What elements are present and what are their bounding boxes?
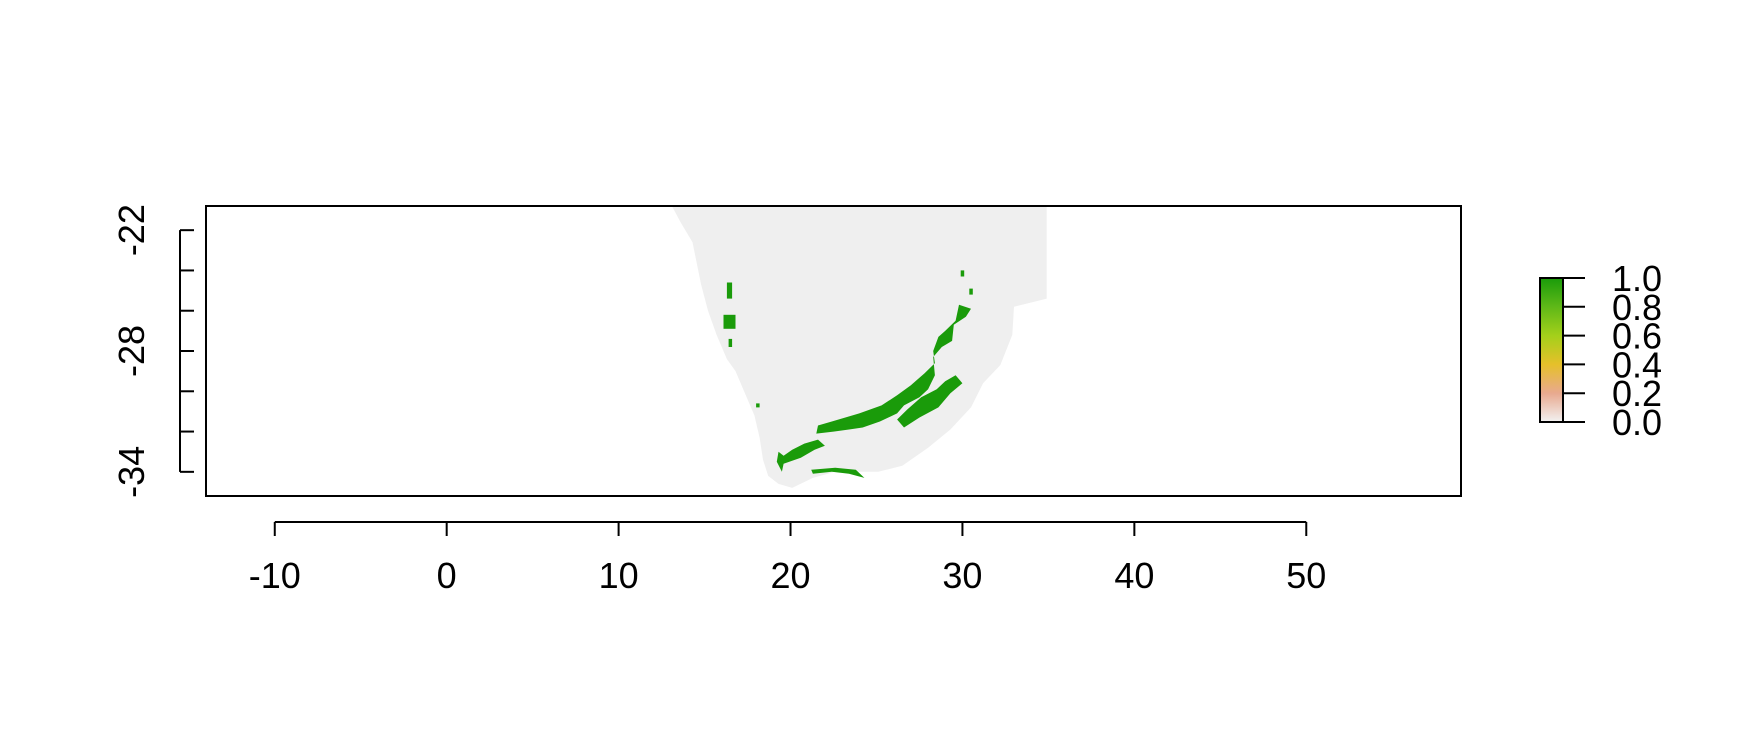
- x-tick-label: 30: [942, 555, 982, 596]
- presence-patch-9: [960, 270, 965, 277]
- plot-frame: [205, 205, 1462, 497]
- y-tick-label: -22: [111, 204, 152, 256]
- legend-tick-label: 0.6: [1612, 316, 1662, 357]
- legend-ticks: 0.00.20.40.60.81.0: [1563, 258, 1662, 443]
- presence-patch-4: [811, 467, 865, 478]
- presence-patch-1: [816, 304, 971, 434]
- land-mask: [671, 206, 1047, 488]
- x-tick-label: 40: [1114, 555, 1154, 596]
- presence-patch-2: [897, 375, 963, 428]
- y-axis: -34 -28 -22: [111, 204, 194, 498]
- presence-patch-5: [726, 282, 733, 299]
- presence-patch-6: [723, 314, 736, 329]
- x-tick-label: 10: [599, 555, 639, 596]
- x-tick-label: 20: [770, 555, 810, 596]
- x-tick-label: -10: [249, 555, 301, 596]
- presence-patch-3: [776, 439, 825, 472]
- legend-tick-label: 0.4: [1612, 344, 1662, 385]
- x-axis: -10 0 10 20 30 40 50: [249, 521, 1326, 596]
- presence-patch-8: [756, 403, 760, 408]
- legend-tick-label: 0.2: [1612, 373, 1662, 414]
- x-tick-label: 0: [437, 555, 457, 596]
- presence-layer: [723, 270, 973, 478]
- legend-color-bar: [1540, 278, 1563, 422]
- legend-tick-label: 0.0: [1612, 402, 1662, 443]
- presence-patch-10: [969, 288, 973, 295]
- map-layer: [671, 206, 1047, 488]
- legend-tick-label: 1.0: [1612, 258, 1662, 299]
- x-tick-label: 50: [1286, 555, 1326, 596]
- y-tick-label: -34: [111, 446, 152, 498]
- y-tick-label: -28: [111, 325, 152, 377]
- color-legend: 0.00.20.40.60.81.0: [1539, 258, 1662, 443]
- legend-tick-label: 0.8: [1612, 287, 1662, 328]
- presence-patch-7: [728, 338, 733, 347]
